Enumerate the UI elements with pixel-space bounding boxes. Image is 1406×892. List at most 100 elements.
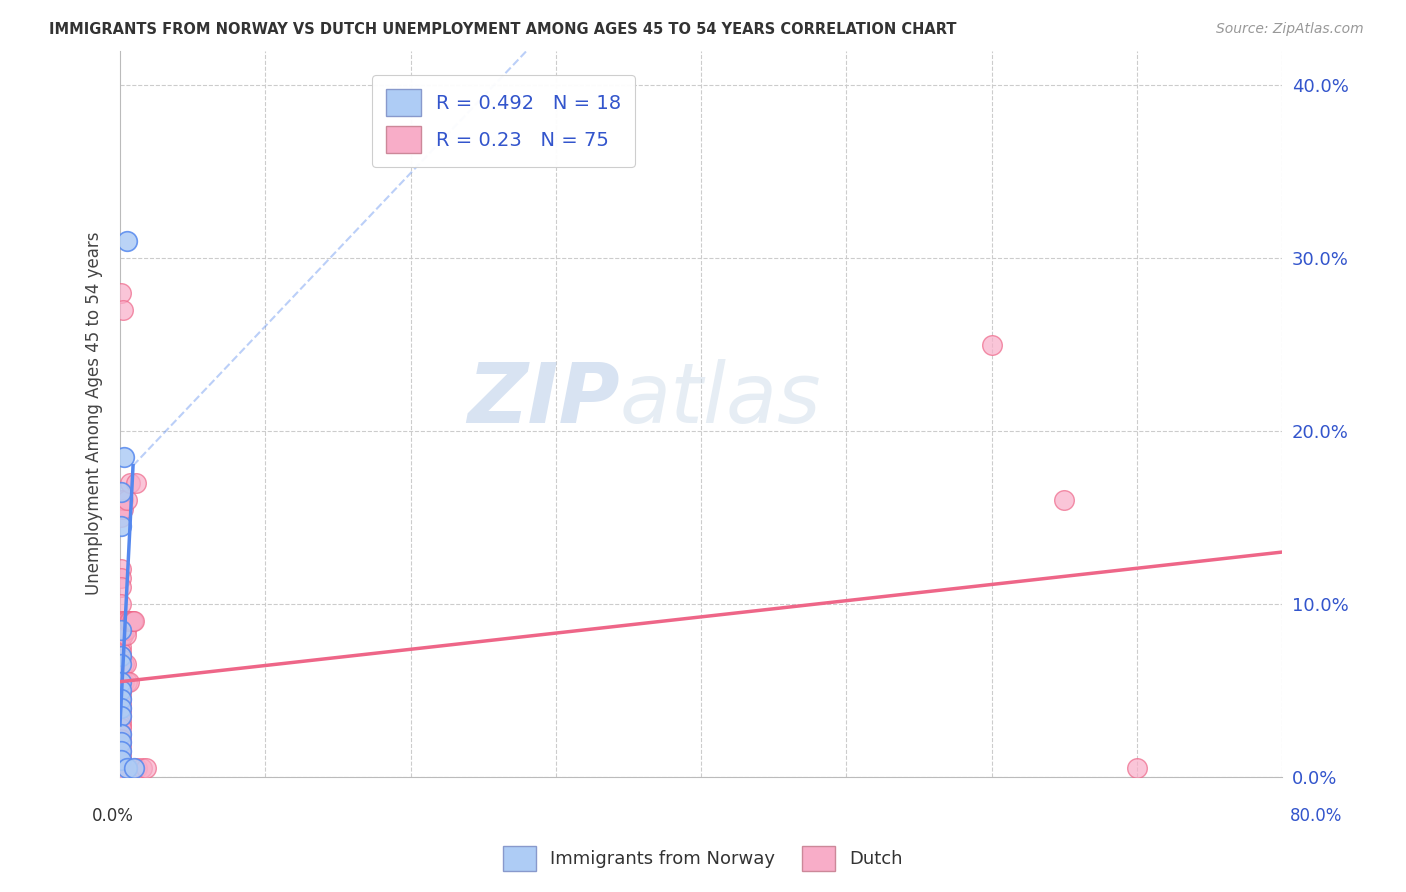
Point xyxy=(110,562,132,576)
Point xyxy=(110,726,132,740)
Point xyxy=(110,623,132,637)
Point xyxy=(1126,761,1149,775)
Point xyxy=(110,749,132,764)
Point xyxy=(110,714,132,729)
Point xyxy=(111,628,134,642)
Point xyxy=(110,700,132,714)
Point xyxy=(110,663,132,677)
Point xyxy=(110,718,132,732)
Point xyxy=(110,648,132,663)
Point xyxy=(110,709,132,723)
Point xyxy=(115,614,138,628)
Point xyxy=(111,614,134,628)
Point xyxy=(111,501,134,516)
Point xyxy=(110,285,132,300)
Point xyxy=(110,645,132,659)
Point xyxy=(114,657,136,672)
Point xyxy=(110,657,132,672)
Point xyxy=(110,744,132,758)
Point xyxy=(110,674,132,689)
Point xyxy=(110,692,132,706)
Point xyxy=(131,761,153,775)
Text: 0.0%: 0.0% xyxy=(91,807,134,825)
Y-axis label: Unemployment Among Ages 45 to 54 years: Unemployment Among Ages 45 to 54 years xyxy=(86,232,103,596)
Point xyxy=(110,571,132,585)
Text: ZIP: ZIP xyxy=(467,359,620,440)
Point xyxy=(110,632,132,646)
Point xyxy=(115,761,138,775)
Point xyxy=(110,764,132,779)
Point xyxy=(110,761,132,775)
Point xyxy=(110,739,132,753)
Legend: Immigrants from Norway, Dutch: Immigrants from Norway, Dutch xyxy=(496,838,910,879)
Point xyxy=(118,614,141,628)
Point xyxy=(110,640,132,654)
Point xyxy=(110,501,132,516)
Point xyxy=(112,623,135,637)
Point xyxy=(110,683,132,698)
Point xyxy=(1053,493,1076,508)
Point xyxy=(120,475,142,490)
Point xyxy=(110,687,132,701)
Point xyxy=(110,652,132,666)
Point xyxy=(127,761,149,775)
Point xyxy=(114,628,136,642)
Point xyxy=(111,303,134,318)
Point xyxy=(114,614,136,628)
Point xyxy=(110,752,132,766)
Point xyxy=(110,493,132,508)
Point xyxy=(110,752,132,766)
Point xyxy=(110,735,132,749)
Point xyxy=(110,628,132,642)
Point xyxy=(110,704,132,718)
Legend: R = 0.492   N = 18, R = 0.23   N = 75: R = 0.492 N = 18, R = 0.23 N = 75 xyxy=(373,75,636,167)
Point xyxy=(112,614,135,628)
Point xyxy=(124,614,146,628)
Point xyxy=(110,666,132,681)
Point xyxy=(110,669,132,683)
Point xyxy=(121,614,143,628)
Point xyxy=(110,623,132,637)
Point xyxy=(110,617,132,632)
Text: atlas: atlas xyxy=(620,359,821,440)
Point xyxy=(110,692,132,706)
Point xyxy=(112,619,135,633)
Point xyxy=(110,614,132,628)
Point xyxy=(111,493,134,508)
Point xyxy=(118,674,141,689)
Point xyxy=(122,614,145,628)
Point xyxy=(110,484,132,499)
Point xyxy=(110,700,132,714)
Point xyxy=(110,731,132,746)
Point xyxy=(120,614,142,628)
Point xyxy=(114,623,136,637)
Point xyxy=(111,623,134,637)
Point xyxy=(112,674,135,689)
Point xyxy=(115,234,138,248)
Point xyxy=(110,674,132,689)
Point xyxy=(110,722,132,736)
Point xyxy=(110,657,132,672)
Point xyxy=(110,519,132,533)
Point xyxy=(980,337,1002,351)
Point xyxy=(110,597,132,611)
Point xyxy=(110,683,132,698)
Text: IMMIGRANTS FROM NORWAY VS DUTCH UNEMPLOYMENT AMONG AGES 45 TO 54 YEARS CORRELATI: IMMIGRANTS FROM NORWAY VS DUTCH UNEMPLOY… xyxy=(49,22,956,37)
Point xyxy=(110,726,132,740)
Point xyxy=(124,761,146,775)
Point xyxy=(125,475,148,490)
Point xyxy=(112,657,135,672)
Point xyxy=(110,744,132,758)
Text: 80.0%: 80.0% xyxy=(1291,807,1343,825)
Text: Source: ZipAtlas.com: Source: ZipAtlas.com xyxy=(1216,22,1364,37)
Point xyxy=(115,493,138,508)
Point xyxy=(110,709,132,723)
Point xyxy=(112,450,135,464)
Point xyxy=(110,510,132,524)
Point xyxy=(110,680,132,694)
Point xyxy=(110,735,132,749)
Point xyxy=(135,761,157,775)
Point xyxy=(115,674,138,689)
Point xyxy=(110,697,132,711)
Point xyxy=(110,756,132,770)
